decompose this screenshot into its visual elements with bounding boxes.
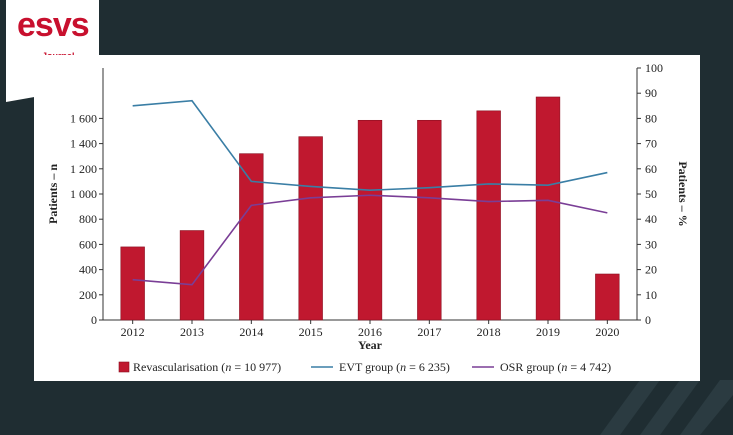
left-tick-label: 400 [79, 263, 97, 277]
right-tick-label: 30 [645, 237, 657, 251]
revascularisation-bar [535, 96, 561, 321]
evt-group-line [132, 99, 608, 192]
left-tick-label: 1 600 [70, 111, 97, 125]
right-tick-label: 50 [645, 187, 657, 201]
osr-group-line [132, 194, 608, 286]
legend-label-evt: EVT group (n = 6 235) [339, 360, 450, 374]
left-tick-label: 600 [79, 237, 97, 251]
left-tick-label: 800 [79, 212, 97, 226]
esvs-logo: esvs [17, 6, 90, 44]
revascularisation-bar [417, 119, 442, 321]
revascularisation-bar [595, 273, 620, 321]
right-tick-label: 20 [645, 263, 657, 277]
left-axis-title: Patients – n [46, 164, 60, 224]
right-tick-label: 80 [645, 111, 657, 125]
x-tick-label: 2020 [595, 325, 619, 339]
legend-swatch-revascularisation [118, 361, 130, 373]
left-tick-label: 200 [79, 288, 97, 302]
right-axis-title: Patients – % [676, 161, 690, 226]
right-tick-label: 10 [645, 288, 657, 302]
left-tick-label: 0 [91, 313, 97, 327]
left-tick-label: 1 200 [70, 162, 97, 176]
right-tick-label: 100 [645, 61, 663, 75]
x-tick-label: 2017 [417, 325, 441, 339]
legend-label-revascularisation: Revascularisation (n = 10 977) [133, 360, 281, 374]
revascularisation-bar [357, 119, 383, 321]
x-axis-title: Year [358, 338, 383, 352]
right-tick-label: 0 [645, 313, 651, 327]
revascularisation-bar [476, 110, 501, 321]
x-tick-label: 2018 [477, 325, 501, 339]
revascularisation-bar [239, 153, 264, 321]
x-tick-label: 2016 [358, 325, 382, 339]
x-tick-label: 2019 [536, 325, 560, 339]
left-tick-label: 1 000 [70, 187, 97, 201]
x-tick-label: 2012 [121, 325, 145, 339]
right-tick-label: 70 [645, 137, 657, 151]
left-tick-label: 1 400 [70, 137, 97, 151]
revascularisation-bar [298, 136, 323, 321]
x-tick-label: 2014 [239, 325, 263, 339]
right-tick-label: 90 [645, 86, 657, 100]
revascularisation-bar [179, 230, 205, 321]
x-tick-label: 2013 [180, 325, 204, 339]
revascularisation-bar [120, 246, 145, 321]
legend-label-osr: OSR group (n = 4 742) [500, 360, 611, 374]
right-tick-label: 40 [645, 212, 657, 226]
right-tick-label: 60 [645, 162, 657, 176]
x-tick-label: 2015 [299, 325, 323, 339]
